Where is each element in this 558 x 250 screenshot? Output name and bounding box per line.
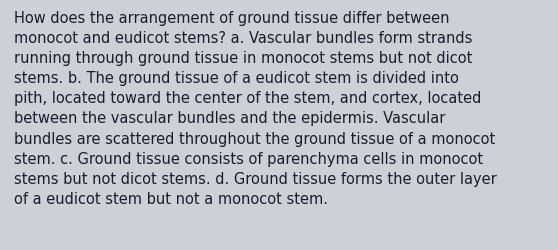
Text: How does the arrangement of ground tissue differ between
monocot and eudicot ste: How does the arrangement of ground tissu… xyxy=(14,11,497,206)
